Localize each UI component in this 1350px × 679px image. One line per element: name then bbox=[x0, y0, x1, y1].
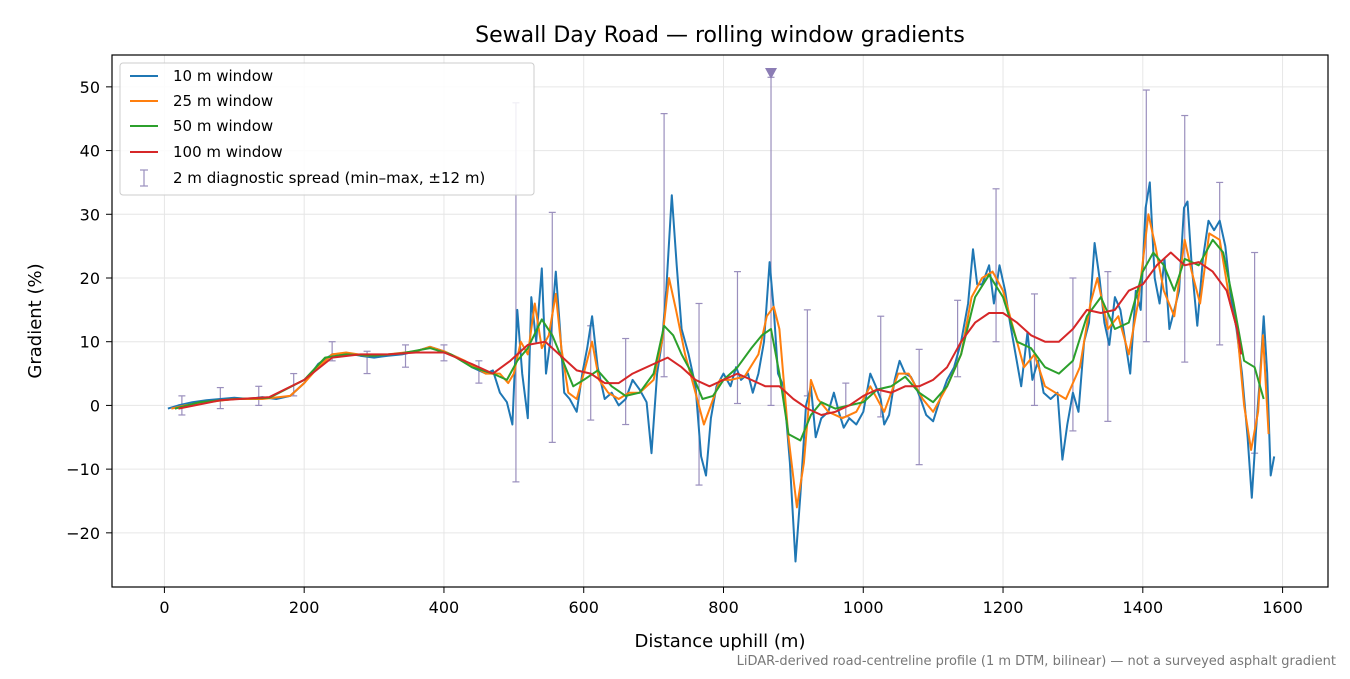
footnote: LiDAR-derived road-centreline profile (1… bbox=[737, 654, 1336, 669]
series-line-4 bbox=[178, 251, 1243, 416]
legend: 10 m window 25 m window 50 m window 100 … bbox=[119, 62, 535, 196]
x-axis-label: Distance uphill (m) bbox=[635, 631, 806, 652]
tick-layer: 0 200 400 600 800 1000 1200 1400 1600 −20 −10 0 10 20… bbox=[66, 78, 1303, 617]
y-tick-label: 40 bbox=[80, 142, 100, 161]
series-layer bbox=[167, 181, 1276, 563]
x-tick-label: 400 bbox=[429, 598, 460, 617]
x-tick-label: 1200 bbox=[983, 598, 1024, 617]
error-bar bbox=[1030, 293, 1038, 407]
y-tick-label: 10 bbox=[80, 333, 100, 352]
x-tick-label: 600 bbox=[568, 598, 599, 617]
y-axis-label: Gradient (%) bbox=[25, 263, 46, 378]
y-tick-label: 20 bbox=[80, 269, 100, 288]
outlier-marker bbox=[765, 68, 778, 79]
y-tick-label: −10 bbox=[66, 460, 100, 479]
error-bar bbox=[1069, 277, 1077, 432]
legend-box bbox=[119, 62, 535, 196]
marker-layer bbox=[765, 68, 778, 79]
y-tick-label: 30 bbox=[80, 205, 100, 224]
legend-label-100m: 100 m window bbox=[173, 143, 283, 161]
error-bar bbox=[475, 360, 483, 384]
legend-swatch-errorbar bbox=[140, 169, 148, 187]
chart-title: Sewall Day Road — rolling window gradien… bbox=[475, 23, 965, 48]
y-tick-label: 50 bbox=[80, 78, 100, 97]
y-tick-label: −20 bbox=[66, 524, 100, 543]
error-bar bbox=[255, 385, 263, 407]
error-bar bbox=[622, 337, 630, 426]
plot-frame bbox=[111, 54, 1329, 588]
x-tick-label: 800 bbox=[708, 598, 739, 617]
x-tick-label: 200 bbox=[289, 598, 320, 617]
x-tick-label: 1400 bbox=[1122, 598, 1163, 617]
x-tick-label: 1000 bbox=[843, 598, 884, 617]
error-bar bbox=[1216, 181, 1224, 346]
series-line-3 bbox=[174, 238, 1265, 442]
legend-label-errorbar: 2 m diagnostic spread (min–max, ±12 m) bbox=[173, 169, 485, 187]
legend-label-10m: 10 m window bbox=[173, 67, 273, 85]
error-bar bbox=[660, 113, 668, 378]
error-bar bbox=[1104, 271, 1112, 422]
legend-label-25m: 25 m window bbox=[173, 92, 273, 110]
x-tick-label: 1600 bbox=[1262, 598, 1303, 617]
error-bar bbox=[992, 188, 1000, 343]
y-tick-label: 0 bbox=[90, 396, 100, 415]
x-tick-label: 0 bbox=[159, 598, 169, 617]
legend-label-50m: 50 m window bbox=[173, 117, 273, 135]
error-bar bbox=[695, 302, 703, 486]
error-bar bbox=[733, 271, 741, 405]
error-bar bbox=[1142, 89, 1150, 343]
error-bar bbox=[915, 348, 923, 466]
error-bar bbox=[402, 344, 410, 368]
